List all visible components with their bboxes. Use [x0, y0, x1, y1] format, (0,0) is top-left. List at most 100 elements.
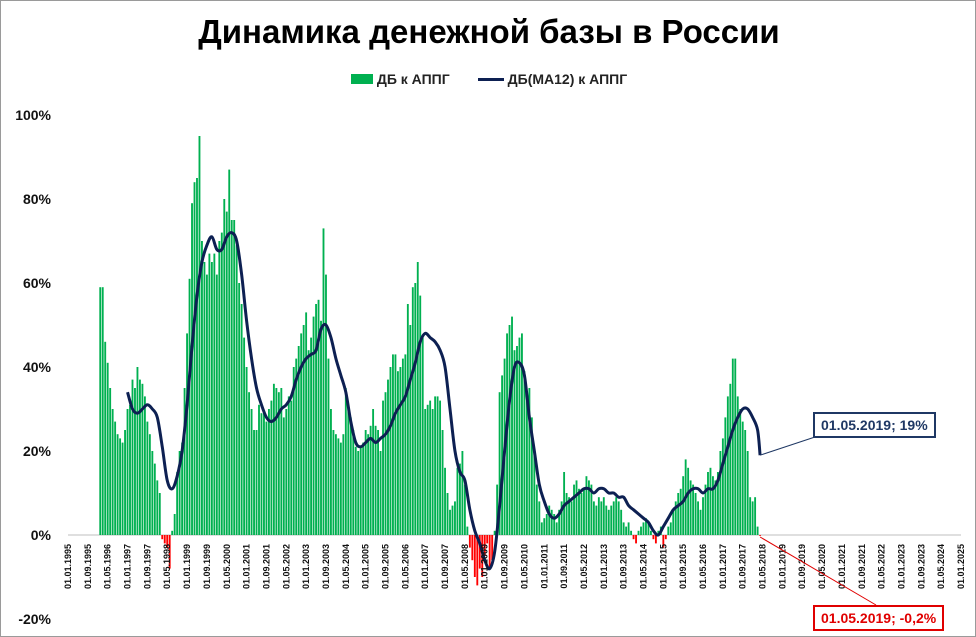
- bar: [736, 396, 739, 535]
- bar: [235, 245, 238, 535]
- bar: [250, 409, 253, 535]
- x-tick-label: 01.05.2020: [817, 544, 827, 589]
- bar: [379, 451, 382, 535]
- bar: [508, 325, 511, 535]
- bar: [523, 371, 526, 535]
- bar: [369, 425, 372, 535]
- bar: [518, 337, 521, 535]
- leader-ma: [759, 436, 816, 456]
- bar: [148, 434, 151, 535]
- bar: [228, 169, 231, 535]
- bar: [687, 467, 690, 535]
- x-tick-label: 01.01.2011: [539, 544, 549, 589]
- bar: [124, 430, 126, 535]
- bar: [158, 493, 161, 535]
- bar: [352, 430, 355, 535]
- bar: [139, 379, 141, 535]
- y-tick-labels: -20% 0% 20% 40% 60% 80% 100%: [15, 107, 51, 627]
- bar: [203, 262, 206, 535]
- bar: [444, 467, 446, 535]
- bar: [151, 451, 154, 535]
- x-tick-label: 01.01.1999: [182, 544, 192, 589]
- bar: [662, 535, 665, 548]
- bar: [205, 274, 208, 535]
- bar: [726, 396, 729, 535]
- legend: ДБ к АППГ ДБ(MA12) к АППГ: [1, 71, 976, 87]
- bar: [414, 283, 417, 535]
- bar: [543, 518, 546, 535]
- bar: [104, 341, 107, 535]
- x-tick-label: 01.01.2003: [301, 544, 311, 589]
- bar: [421, 337, 424, 535]
- bar: [558, 509, 561, 535]
- bar: [550, 509, 553, 535]
- x-tick-label: 01.09.2001: [261, 544, 271, 589]
- bar: [109, 388, 112, 535]
- legend-swatch-line: [477, 77, 504, 81]
- y-tick-label: -20%: [18, 611, 51, 627]
- bar: [568, 497, 571, 535]
- bar: [387, 379, 389, 535]
- bar: [429, 400, 432, 535]
- bar: [692, 484, 695, 535]
- bar: [632, 535, 635, 540]
- bar: [253, 430, 255, 535]
- bar: [640, 526, 642, 535]
- bar: [682, 476, 685, 535]
- bar: [719, 451, 722, 535]
- bar: [101, 287, 104, 535]
- x-tick-label: 01.05.1998: [162, 544, 172, 589]
- bar: [377, 430, 379, 535]
- bar: [699, 509, 702, 535]
- bar: [664, 535, 667, 540]
- bar: [280, 388, 283, 535]
- bar: [573, 484, 575, 535]
- bar: [709, 467, 712, 535]
- x-tick-label: 01.09.2013: [619, 544, 629, 589]
- bar: [396, 371, 399, 535]
- bar: [295, 358, 298, 535]
- bar: [702, 497, 704, 535]
- callout-ma-value: 01.05.2019; 19%: [813, 412, 936, 438]
- bar: [310, 337, 313, 535]
- bar: [116, 434, 119, 535]
- x-tick-label: 01.05.2014: [638, 544, 648, 589]
- x-tick-label: 01.05.2016: [698, 544, 708, 589]
- bar: [339, 442, 342, 535]
- bar: [439, 400, 442, 535]
- bar: [243, 337, 246, 535]
- x-tick-label: 01.09.2005: [381, 544, 391, 589]
- x-tick-label: 01.01.2005: [361, 544, 371, 589]
- bar: [734, 358, 737, 535]
- bar: [679, 488, 682, 535]
- x-tick-label: 01.09.2003: [321, 544, 331, 589]
- bar: [215, 274, 218, 535]
- bar: [382, 400, 384, 535]
- bar: [759, 535, 762, 536]
- ma-line: [126, 230, 762, 571]
- bar: [620, 509, 623, 535]
- bar: [694, 493, 697, 535]
- bar: [704, 484, 707, 535]
- bar: [617, 501, 620, 535]
- bar: [436, 396, 439, 535]
- bar: [277, 392, 280, 535]
- bar: [347, 409, 350, 535]
- bar: [714, 480, 717, 535]
- x-tick-label: 01.01.2015: [658, 544, 668, 589]
- bar: [461, 451, 464, 535]
- bar: [183, 388, 186, 535]
- legend-item-line: ДБ(MA12) к АППГ: [477, 71, 627, 87]
- x-tick-label: 01.01.2017: [718, 544, 728, 589]
- bar: [367, 434, 370, 535]
- bar: [521, 333, 523, 535]
- bar: [672, 509, 675, 535]
- bar: [275, 388, 278, 535]
- bar: [652, 535, 655, 540]
- y-tick-label: 20%: [23, 443, 52, 459]
- bar: [446, 493, 449, 535]
- bar: [220, 232, 223, 535]
- x-tick-label: 01.01.1995: [63, 544, 73, 589]
- bar: [153, 463, 156, 535]
